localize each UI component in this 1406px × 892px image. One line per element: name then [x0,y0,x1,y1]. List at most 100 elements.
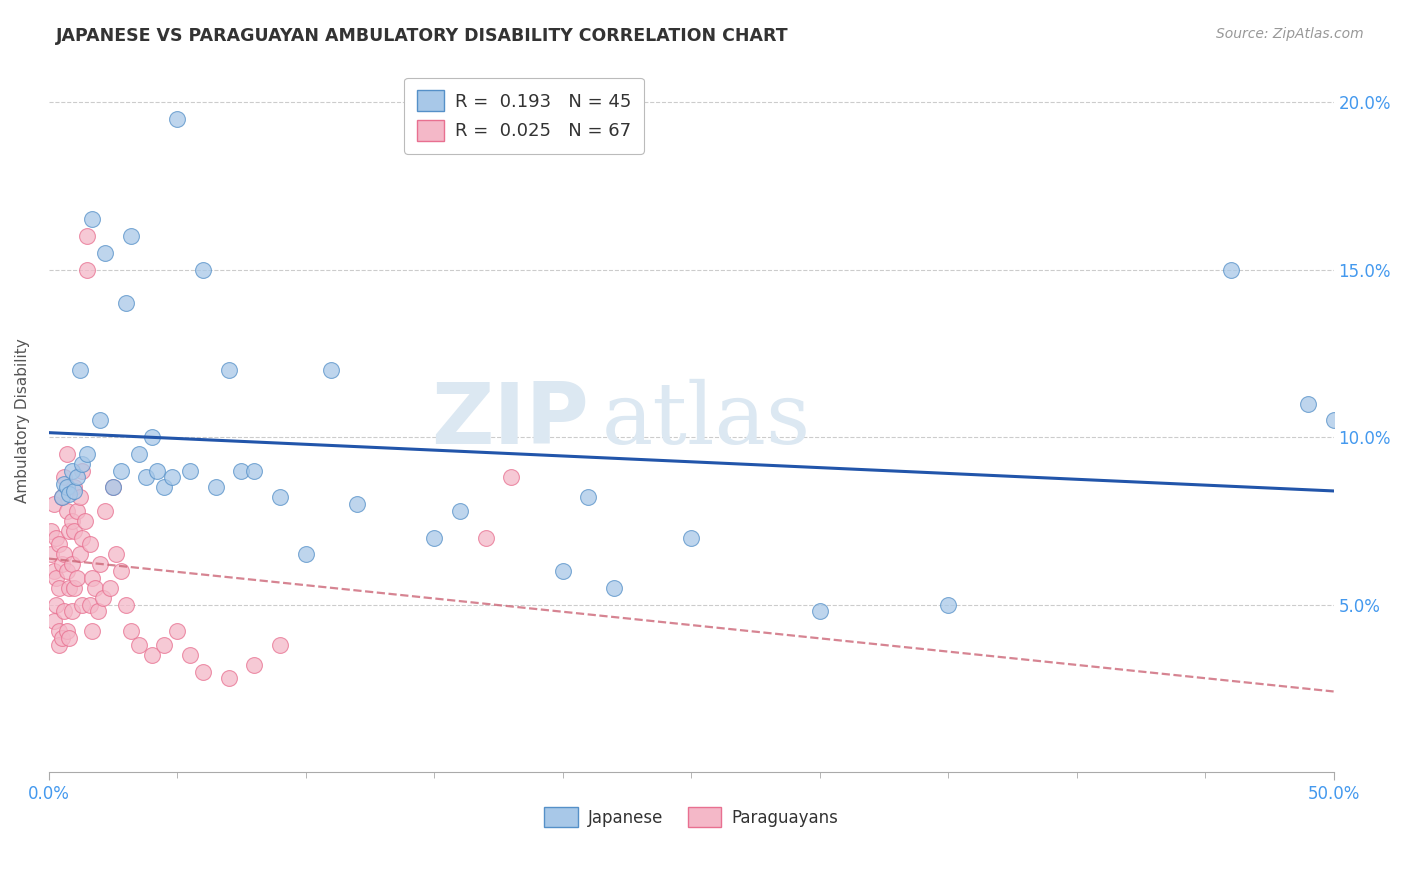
Point [449,504,471,518]
Point [69,363,91,377]
Point [120,624,142,639]
Point [82,624,104,639]
Point [60,514,83,528]
Point [51,491,73,505]
Point [53,470,76,484]
Point [69,491,91,505]
Point [48,638,70,652]
Point [101,480,124,494]
Point [51,491,73,505]
Point [166,624,188,639]
Point [42,497,65,511]
Point [160,470,183,484]
Point [346,497,368,511]
Point [63,483,86,498]
Point [51,558,73,572]
Point [48,537,70,551]
Point [48,581,70,595]
Point [501,470,523,484]
Point [82,212,104,227]
Point [423,531,446,545]
Point [48,624,70,639]
Point [141,648,163,662]
Point [76,262,98,277]
Point [63,581,86,595]
Point [42,615,65,629]
Point [1296,396,1319,410]
Text: Source: ZipAtlas.com: Source: ZipAtlas.com [1216,27,1364,41]
Point [115,598,138,612]
Point [66,571,89,585]
Point [58,581,80,595]
Point [79,537,101,551]
Point [45,571,67,585]
Point [66,504,89,518]
Point [576,491,599,505]
Point [128,447,150,461]
Point [76,229,98,244]
Point [110,464,132,478]
Point [179,648,201,662]
Point [45,531,67,545]
Point [73,514,96,528]
Point [41,547,63,561]
Point [141,430,163,444]
Point [60,558,83,572]
Point [218,363,240,377]
Point [269,638,291,652]
Point [120,229,142,244]
Point [58,487,80,501]
Point [179,464,201,478]
Point [243,464,266,478]
Point [60,464,83,478]
Text: atlas: atlas [602,379,810,462]
Point [269,491,291,505]
Point [66,470,89,484]
Point [84,581,107,595]
Point [58,631,80,645]
Point [91,591,114,605]
Point [153,638,176,652]
Point [603,581,626,595]
Point [79,598,101,612]
Point [100,581,122,595]
Point [321,363,343,377]
Point [45,598,67,612]
Point [51,631,73,645]
Point [94,245,117,260]
Point [53,547,76,561]
Point [808,604,831,618]
Point [55,504,77,518]
Point [86,604,108,618]
Point [128,638,150,652]
Point [70,598,93,612]
Point [63,480,86,494]
Point [70,464,93,478]
Point [70,531,93,545]
Point [145,464,167,478]
Text: JAPANESE VS PARAGUAYAN AMBULATORY DISABILITY CORRELATION CHART: JAPANESE VS PARAGUAYAN AMBULATORY DISABI… [56,27,789,45]
Point [101,480,124,494]
Point [94,504,117,518]
Point [153,480,176,494]
Point [63,524,86,538]
Point [69,547,91,561]
Point [191,262,214,277]
Point [294,547,316,561]
Point [115,296,138,310]
Point [89,413,111,427]
Point [55,624,77,639]
Point [55,480,77,494]
Point [53,477,76,491]
Point [42,564,65,578]
Text: ZIP: ZIP [430,379,588,462]
Point [166,112,188,126]
Point [1323,413,1346,427]
Point [204,480,226,494]
Point [70,457,93,471]
Point [218,671,240,685]
Point [1219,262,1241,277]
Point [551,564,574,578]
Point [681,531,703,545]
Point [53,604,76,618]
